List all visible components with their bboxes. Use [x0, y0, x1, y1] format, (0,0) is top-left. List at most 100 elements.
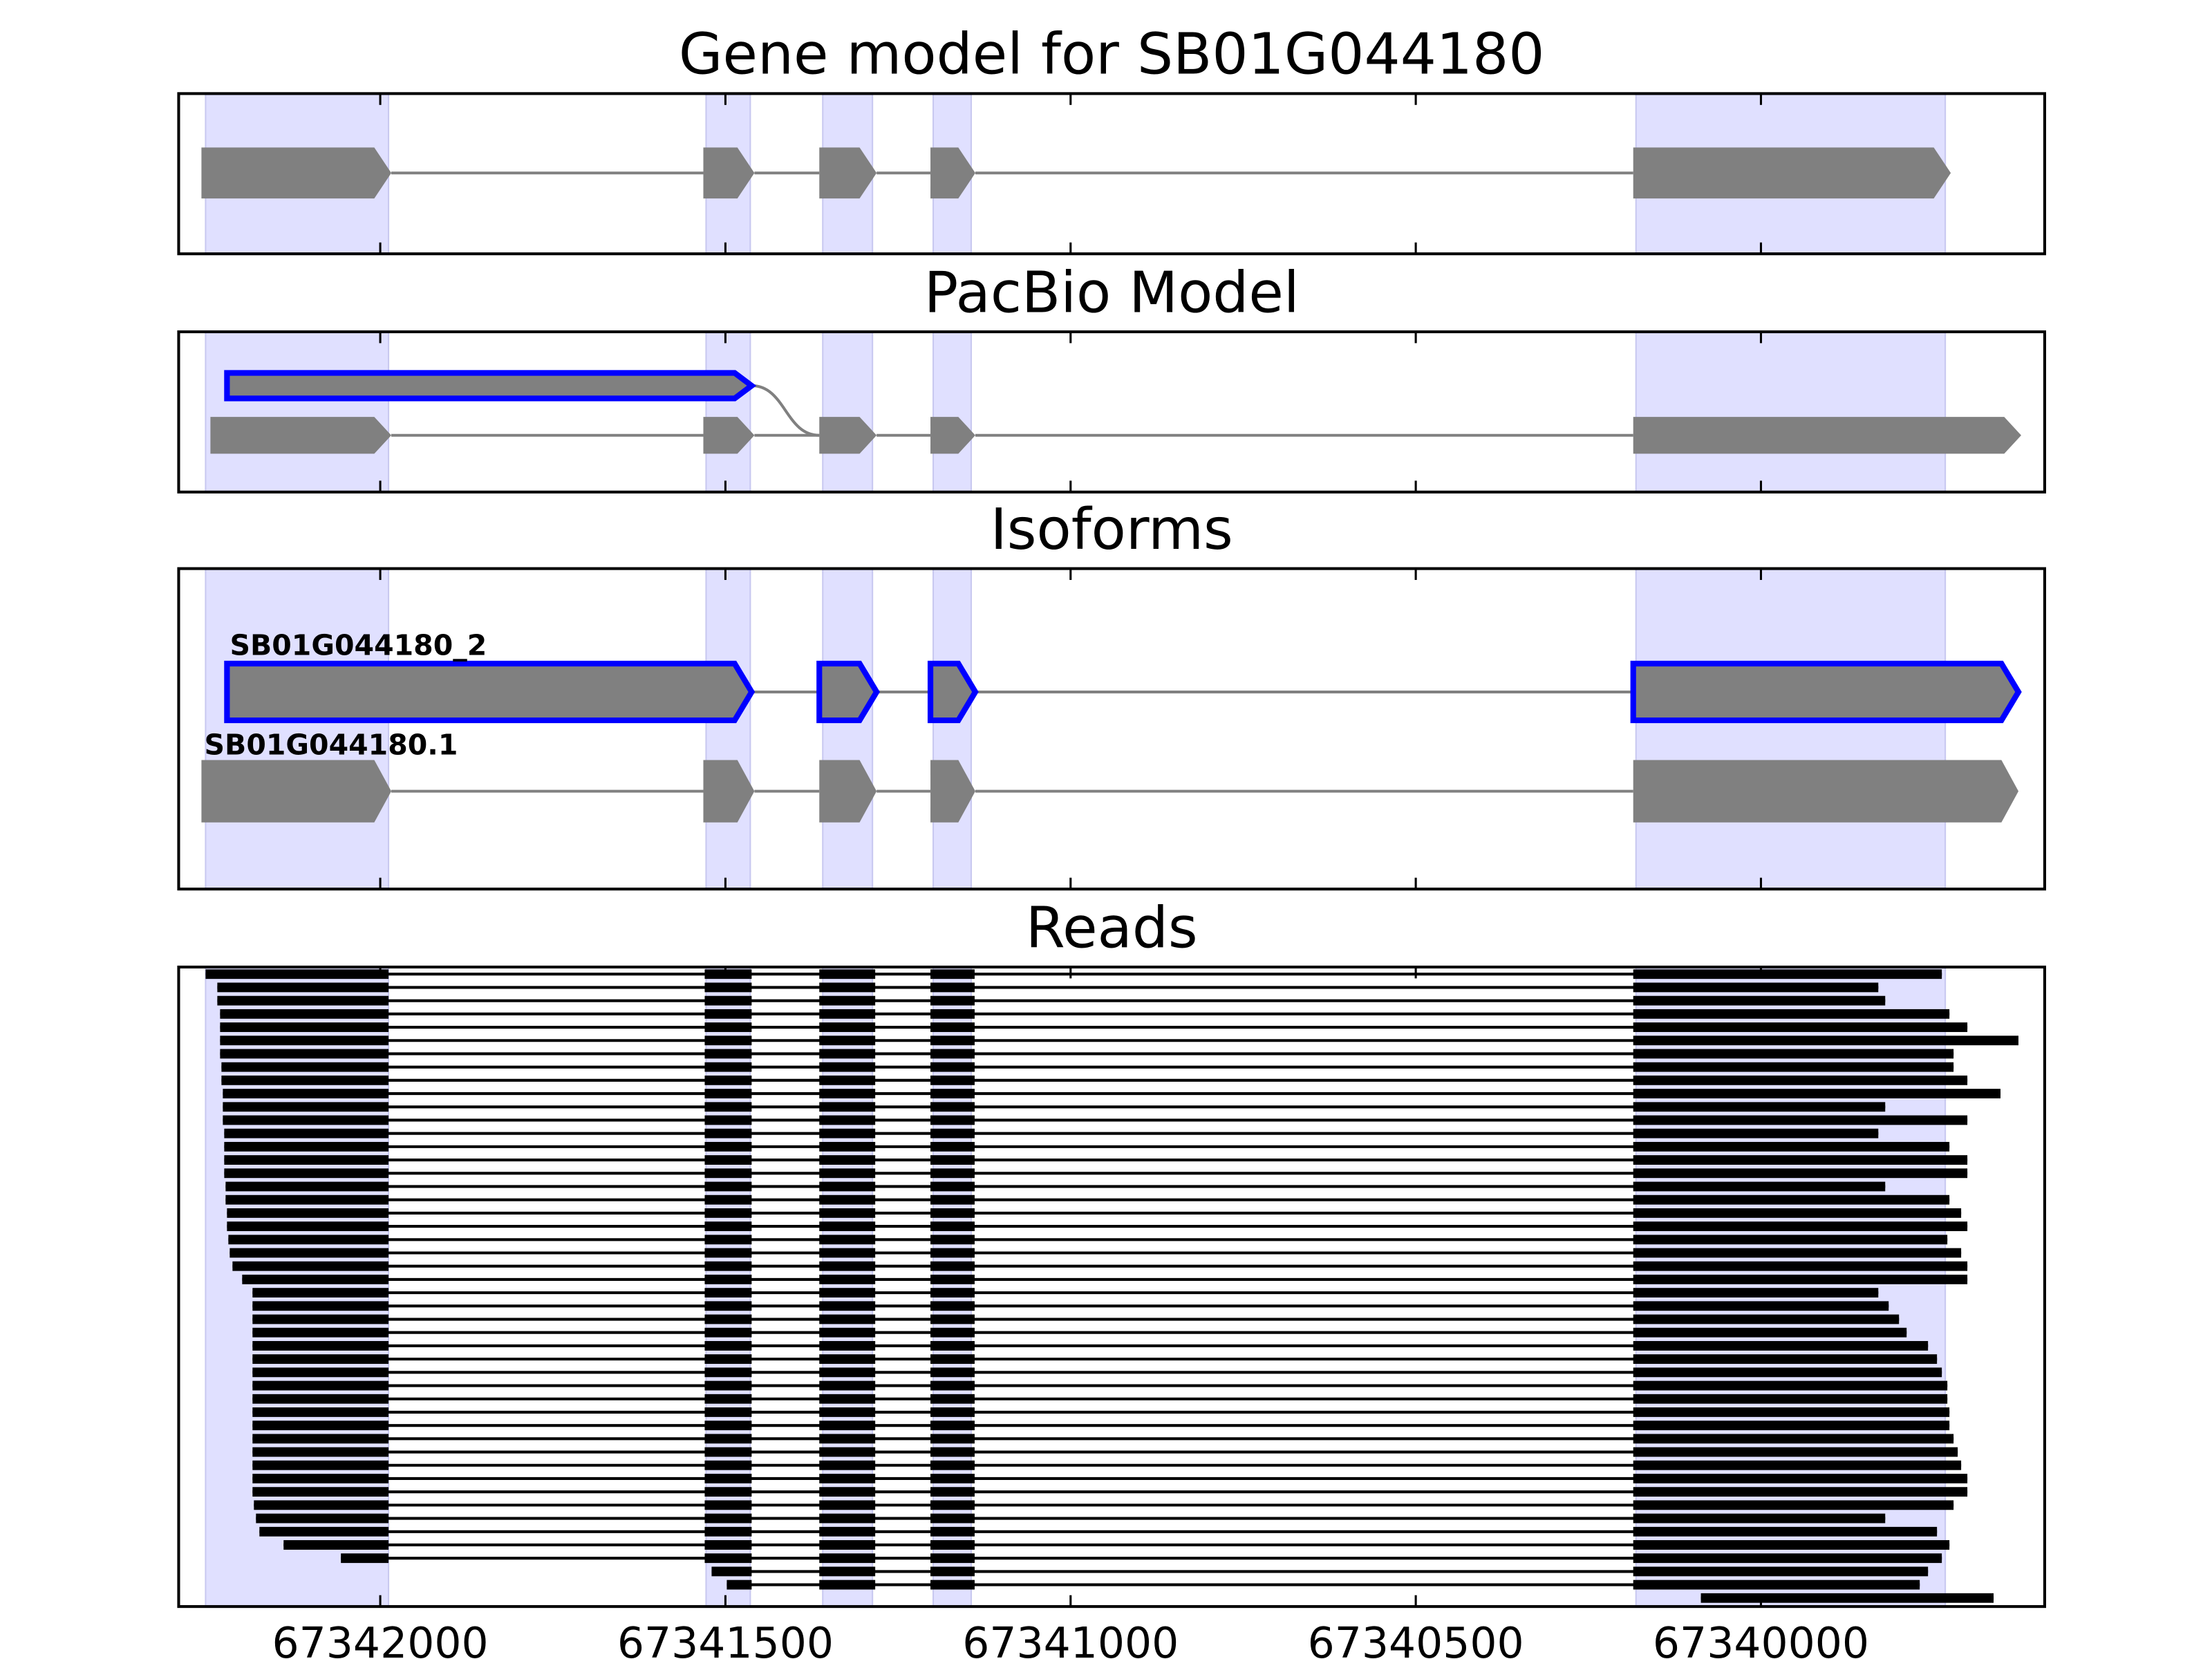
read-block [930, 1421, 975, 1431]
exon-band [932, 330, 972, 493]
read-block [704, 1168, 752, 1179]
read-block [223, 1115, 389, 1125]
read-block [704, 982, 752, 993]
read-block [711, 1566, 752, 1577]
read-block [704, 1089, 752, 1098]
read-block [704, 1526, 752, 1537]
read-block [704, 1221, 752, 1232]
read-block [227, 1221, 389, 1232]
panel-frame [177, 330, 2046, 494]
read-block [819, 1102, 876, 1112]
panel-title: PacBio Model [924, 260, 1300, 326]
read-block [1633, 1248, 1962, 1258]
read-block [1633, 1314, 1900, 1324]
exon-band [1635, 568, 1947, 890]
read-block [1633, 969, 1942, 980]
read-block [1633, 1022, 1968, 1032]
read-block [224, 1128, 389, 1138]
read-block [930, 1301, 975, 1311]
panel: PacBio Model [177, 260, 2046, 494]
read-block [242, 1274, 389, 1284]
exon-band [932, 966, 972, 1608]
read-block [1633, 1089, 2001, 1098]
transcript-name: SB01G044180_2 [229, 629, 487, 662]
read-block [220, 1035, 389, 1046]
read-block [224, 1155, 389, 1165]
exon [819, 417, 877, 454]
read-block [704, 1367, 752, 1378]
read-block [930, 1221, 975, 1232]
read-block [704, 1513, 752, 1524]
read-block [1633, 1155, 1968, 1165]
exon [930, 417, 975, 454]
read-block [704, 1474, 752, 1483]
read-block [819, 1208, 876, 1218]
x-tick-label: 67340500 [1308, 1618, 1524, 1659]
read-block [819, 1181, 876, 1192]
read-block [221, 1062, 389, 1072]
exon [224, 660, 756, 724]
panel-frame [177, 965, 2046, 1609]
read-block [819, 1221, 876, 1232]
read-block [704, 1102, 752, 1112]
read-block [704, 1009, 752, 1019]
x-tick-label: 67341500 [617, 1618, 834, 1659]
exon [201, 760, 392, 823]
read-block [224, 1168, 389, 1179]
read-block [930, 995, 975, 1006]
read-block [252, 1487, 389, 1497]
exon [927, 660, 979, 724]
read-block [220, 1009, 389, 1019]
x-tick-label: 67341000 [962, 1618, 1179, 1659]
read-block [252, 1288, 389, 1298]
read-block [1633, 1194, 1950, 1205]
exon-band [205, 966, 390, 1608]
read-block [819, 1526, 876, 1537]
read-block [1633, 1367, 1942, 1378]
read-block [930, 1115, 975, 1125]
read-block [225, 1181, 389, 1192]
read-block [930, 1474, 975, 1483]
read-block [819, 1288, 876, 1298]
read-block [1700, 1593, 1994, 1603]
read-block [930, 1075, 975, 1085]
read-block [930, 1487, 975, 1497]
read-block [704, 1062, 752, 1072]
read-block [704, 1248, 752, 1258]
exon [930, 147, 975, 199]
read-block [1633, 1075, 1968, 1085]
exon [201, 147, 392, 199]
read-block [217, 982, 389, 993]
read-block [819, 1407, 876, 1417]
read-block [819, 1500, 876, 1510]
read-block [223, 1089, 389, 1098]
read-block [704, 1128, 752, 1138]
read-block [1633, 1274, 1968, 1284]
exon-band [822, 330, 874, 493]
exon [703, 147, 755, 199]
read-block [704, 1208, 752, 1218]
read-block [1633, 1421, 1950, 1431]
read-block [252, 1434, 389, 1444]
x-tick-label: 67340000 [1653, 1618, 1869, 1659]
read-block [930, 1394, 975, 1404]
read-block [704, 1553, 752, 1564]
read-block [205, 969, 389, 980]
exon [1630, 660, 2022, 724]
panel-title: Isoforms [991, 497, 1233, 563]
panel-frame [177, 92, 2046, 256]
read-block [704, 1487, 752, 1497]
read-block [1633, 1566, 1929, 1577]
read-block [227, 1208, 389, 1218]
read-block [819, 969, 876, 980]
read-block [704, 1075, 752, 1085]
read-block [727, 1580, 752, 1590]
read-block [1633, 1049, 1954, 1059]
read-block [1633, 1354, 1938, 1365]
read-block [252, 1327, 389, 1338]
read-block [819, 1155, 876, 1165]
read-block [1633, 1434, 1954, 1444]
read-block [819, 1553, 876, 1564]
read-block [1633, 1208, 1962, 1218]
read-block [930, 1500, 975, 1510]
